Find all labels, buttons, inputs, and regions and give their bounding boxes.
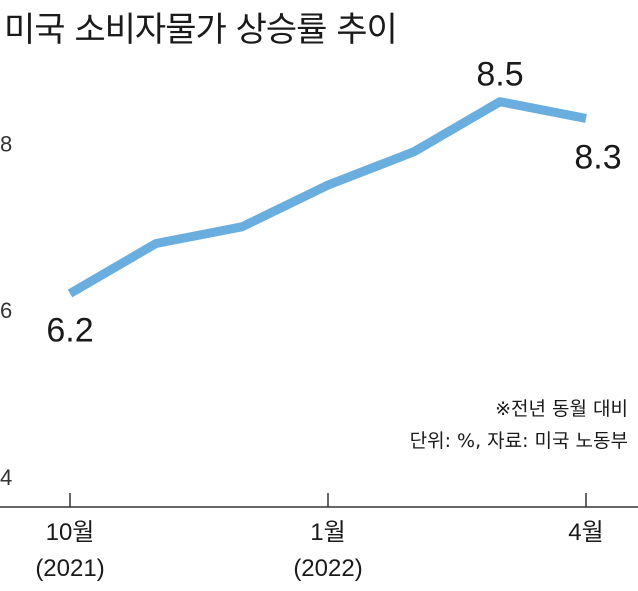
y-tick-label: 8	[0, 131, 12, 156]
x-tick-label: 1월	[310, 519, 345, 546]
series-line	[67, 97, 587, 298]
y-tick-label: 6	[0, 298, 12, 323]
data-label: 8.3	[574, 138, 621, 176]
chart-title: 미국 소비자물가 상승률 추이	[4, 10, 398, 50]
data-label: 6.2	[46, 312, 93, 350]
x-tick-label: (2022)	[293, 555, 362, 582]
x-axis-ticks: 10월 (2021) 1월 (2022) 4월	[35, 493, 604, 582]
y-axis-ticks: 4 6 8	[0, 131, 12, 490]
data-label: 8.5	[476, 56, 523, 94]
y-tick-label: 4	[0, 465, 12, 490]
x-tick-label: (2021)	[35, 555, 104, 582]
note-basis: ※전년 동월 대비	[495, 398, 628, 420]
note-unit-source: 단위: %, 자료: 미국 노동부	[409, 430, 628, 452]
x-tick-label: 10월	[46, 519, 95, 546]
data-labels: 6.2 8.5 8.3	[46, 56, 621, 350]
x-tick-label: 4월	[568, 519, 603, 546]
